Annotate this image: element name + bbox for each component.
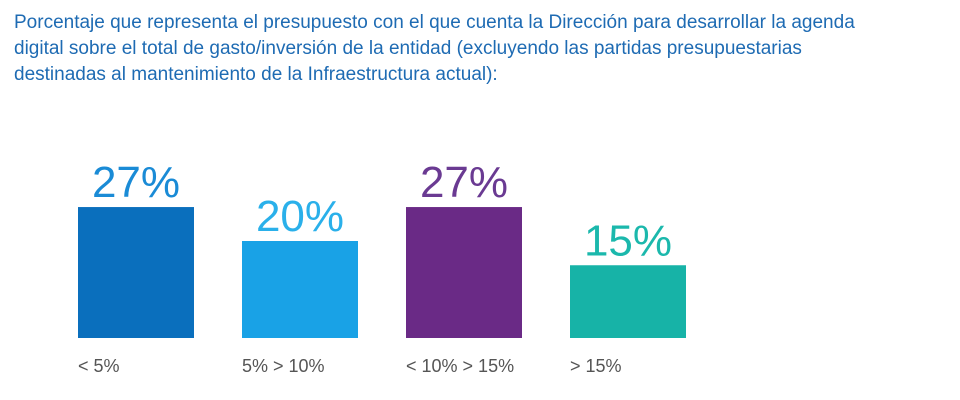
category-label-3: < 10% > 15%	[406, 356, 514, 376]
bar-3	[406, 207, 522, 338]
value-label-4: 15%	[584, 216, 672, 265]
value-label-3: 27%	[420, 158, 508, 207]
bar-4	[570, 265, 686, 338]
category-label-2: 5% > 10%	[242, 356, 325, 376]
bar-2	[242, 241, 358, 338]
category-label-4: > 15%	[570, 356, 622, 376]
category-label-1: < 5%	[78, 356, 120, 376]
value-label-2: 20%	[256, 192, 344, 241]
chart-title: Porcentaje que representa el presupuesto…	[14, 12, 855, 85]
value-label-1: 27%	[92, 158, 180, 207]
bar-1	[78, 207, 194, 338]
